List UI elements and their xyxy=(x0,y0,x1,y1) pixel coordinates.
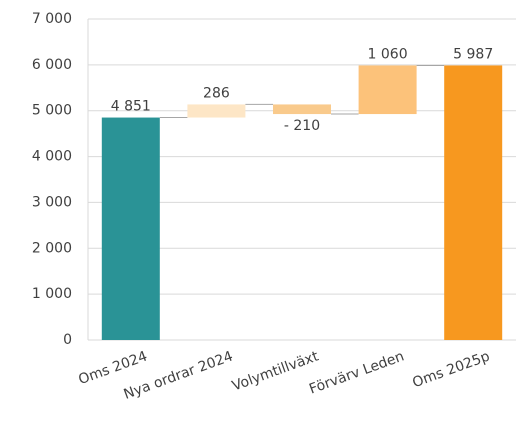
x-tick-label: Förvärv Leden xyxy=(307,348,406,397)
bar xyxy=(444,65,503,341)
y-tick-label: 1 000 xyxy=(32,286,72,302)
x-tick-label: Volymtillväxt xyxy=(230,348,321,394)
data-label: 1 060 xyxy=(368,46,408,62)
x-tick-label: Oms 2025p xyxy=(410,348,492,391)
bar xyxy=(358,65,417,115)
bar xyxy=(273,104,331,115)
y-tick-label: 7 000 xyxy=(32,11,72,27)
y-tick-label: 6 000 xyxy=(32,57,72,73)
y-tick-label: 4 000 xyxy=(32,149,72,165)
y-tick-label: 5 000 xyxy=(32,103,72,119)
y-tick-label: 2 000 xyxy=(32,240,72,256)
y-tick-label: 3 000 xyxy=(32,194,72,210)
bar xyxy=(101,117,160,340)
data-label: 4 851 xyxy=(111,99,151,115)
bar xyxy=(187,104,246,118)
data-label: 5 987 xyxy=(453,46,493,62)
data-label: 286 xyxy=(203,85,230,101)
data-label: - 210 xyxy=(284,118,320,134)
y-tick-label: 0 xyxy=(63,332,72,348)
